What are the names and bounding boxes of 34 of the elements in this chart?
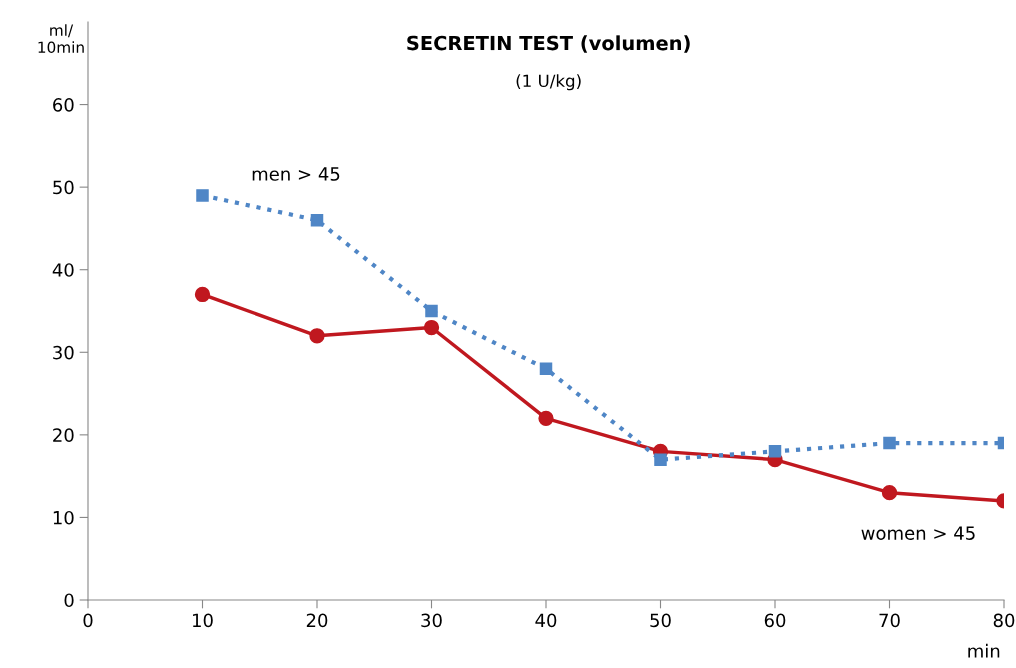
y-axis-title: ml/ 10min <box>38 24 84 54</box>
y-tick-label: 10 <box>53 510 74 525</box>
series-label: women > 45 <box>861 526 975 540</box>
x-tick-label: 60 <box>764 613 786 628</box>
y-tick-label: 50 <box>53 180 74 195</box>
point <box>654 453 667 466</box>
x-tick-label: 70 <box>879 613 900 628</box>
point <box>425 304 438 318</box>
x-tick-label: 50 <box>650 613 671 628</box>
y-tick-label: 30 <box>53 345 74 360</box>
point <box>310 213 324 227</box>
text: (1 U/kg) <box>516 74 581 91</box>
y-tick-label: 20 <box>53 428 74 442</box>
point <box>883 436 896 450</box>
x-tick-label: 40 <box>535 613 557 628</box>
x-axis-title: min <box>968 643 1000 658</box>
point <box>768 445 782 458</box>
y-tick-label: 40 <box>52 263 74 277</box>
point <box>539 362 553 376</box>
point <box>881 485 898 501</box>
point <box>423 319 440 336</box>
x-tick-label: 20 <box>306 613 328 628</box>
text: SECRETIN TEST (volumen) <box>407 35 690 53</box>
series-label: men > 45 <box>252 167 340 181</box>
point <box>538 410 554 426</box>
x-tick-label: 80 <box>993 613 1015 628</box>
point <box>309 328 325 344</box>
y-tick-label: 60 <box>53 98 74 112</box>
point <box>194 286 211 303</box>
x-tick-label: 10 <box>193 613 213 628</box>
y-tick-label: 0 <box>64 593 74 608</box>
x-tick-label: 30 <box>421 613 442 628</box>
x-tick-label: 0 <box>83 613 93 628</box>
point <box>196 189 209 202</box>
